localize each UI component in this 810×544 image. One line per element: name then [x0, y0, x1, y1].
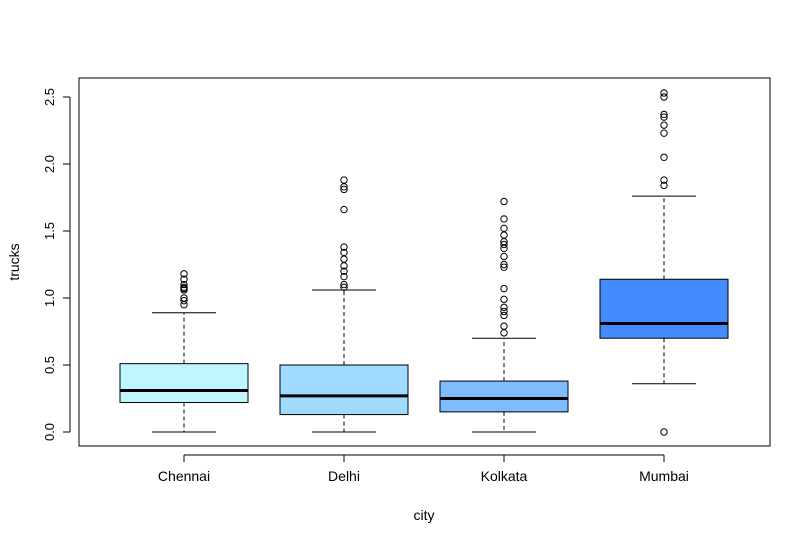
outlier-point [660, 89, 668, 97]
outlier-point [660, 176, 668, 184]
y-axis-label: trucks [6, 243, 22, 280]
y-tick-label: 2.5 [42, 88, 57, 106]
outlier-point [180, 280, 188, 289]
iqr-box [599, 278, 729, 339]
outlier-point [660, 129, 668, 137]
outlier-point [660, 181, 668, 190]
outlier-point [340, 243, 348, 251]
y-tick-label: 0.0 [42, 423, 57, 441]
iqr-box [119, 363, 249, 404]
outlier-point [500, 231, 508, 239]
outlier-point [500, 322, 508, 330]
outlier-point [500, 260, 508, 269]
outlier-point [500, 307, 508, 316]
box-chennai [119, 270, 249, 433]
box-kolkata [439, 197, 569, 433]
outlier-point [180, 270, 188, 278]
outlier-point [340, 280, 348, 289]
iqr-box [439, 380, 569, 413]
x-axis-label: city [414, 507, 435, 523]
plot-frame [78, 77, 771, 447]
outlier-point [340, 205, 348, 214]
x-tick-label: Mumbai [639, 468, 689, 484]
outlier-point [180, 275, 188, 283]
box-mumbai [599, 89, 729, 436]
outlier-point [180, 283, 188, 291]
y-axis: 0.0 0.5 1.0 1.5 2.0 2.5 [42, 88, 71, 441]
y-tick-label: 1.0 [42, 289, 57, 307]
outlier-point [340, 176, 348, 184]
x-axis: Chennai Delhi Kolkata Mumbai [158, 454, 689, 484]
x-tick-label: Delhi [328, 468, 360, 484]
outlier-point [500, 284, 508, 293]
x-tick-label: Chennai [158, 468, 210, 484]
outlier-point [340, 248, 348, 257]
y-tick-label: 2.0 [42, 155, 57, 173]
x-tick-label: Kolkata [481, 468, 528, 484]
outlier-point [660, 113, 668, 121]
outlier-point [660, 110, 668, 119]
outlier-point [660, 428, 668, 436]
outlier-point [660, 121, 668, 129]
box-delhi [279, 176, 409, 433]
boxes-layer [119, 89, 729, 436]
outlier-point [500, 263, 508, 271]
outlier-point [500, 252, 508, 261]
iqr-box [279, 364, 409, 416]
outlier-point [500, 197, 508, 206]
outlier-point [500, 215, 508, 223]
outlier-point [500, 224, 508, 233]
outlier-point [180, 296, 188, 305]
outlier-point [500, 295, 508, 304]
outlier-point [340, 267, 348, 275]
outlier-point [660, 153, 668, 162]
y-tick-label: 0.5 [42, 356, 57, 374]
outlier-point [180, 294, 188, 302]
outlier-point [340, 185, 348, 194]
outlier-point [340, 272, 348, 281]
outlier-point [340, 255, 348, 263]
y-tick-label: 1.5 [42, 222, 57, 240]
outlier-point [500, 240, 508, 249]
outlier-point [660, 93, 668, 101]
outlier-point [340, 283, 348, 291]
outlier-point [500, 303, 508, 312]
outlier-point [500, 311, 508, 320]
outlier-point [500, 329, 508, 337]
